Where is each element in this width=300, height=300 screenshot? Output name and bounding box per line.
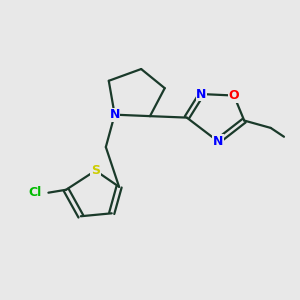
Text: S: S [91, 164, 100, 177]
Text: Cl: Cl [28, 186, 42, 199]
Text: O: O [229, 89, 239, 102]
Text: N: N [196, 88, 207, 100]
Text: N: N [110, 108, 120, 121]
Text: N: N [212, 135, 223, 148]
